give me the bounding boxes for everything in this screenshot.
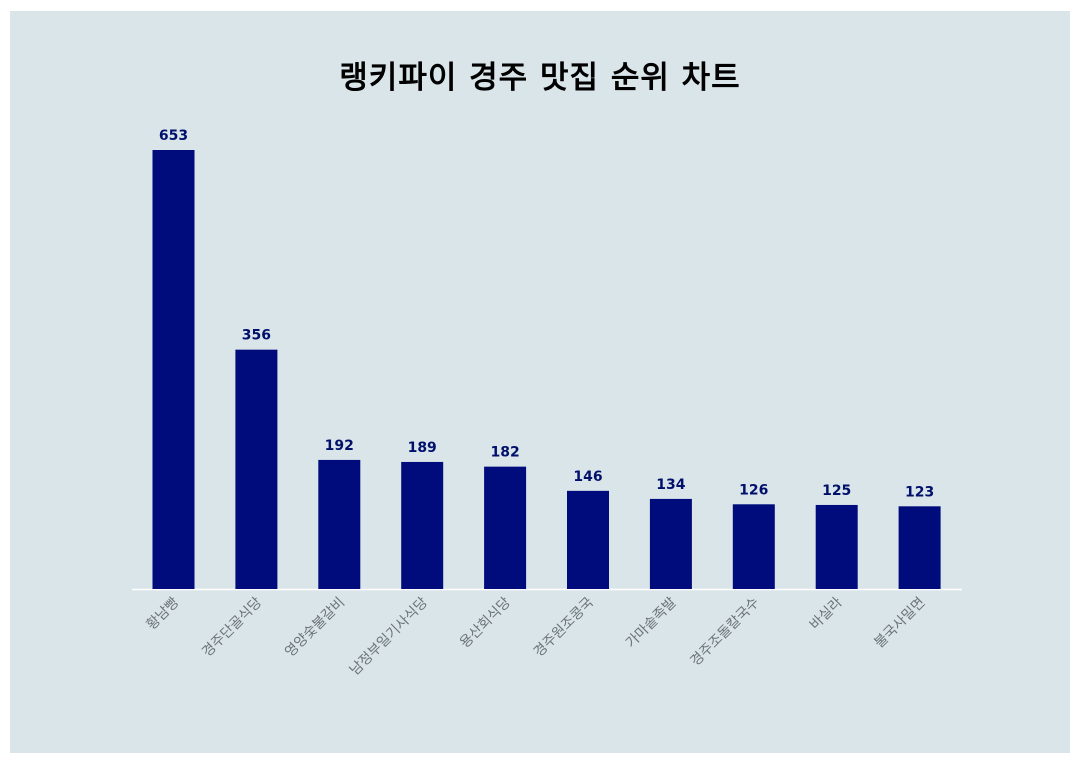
bar (152, 150, 195, 589)
bar-value-label: 125 (822, 483, 851, 499)
x-tick-label: 황남빵 (144, 594, 183, 633)
bar-value-label: 356 (242, 328, 271, 344)
x-tick-label: 경주단골식당 (199, 594, 265, 660)
bar-value-label: 182 (490, 445, 519, 461)
bar-value-label: 192 (325, 438, 354, 454)
value-labels-group: 653 356 192 189 182 146 134 126 125 123 (159, 128, 934, 500)
x-tick-label: 불국사밀면 (872, 595, 929, 652)
chart-title: 랭키파이 경주 맛집 순위 차트 (339, 60, 741, 96)
bar (235, 349, 278, 589)
bar (649, 498, 692, 589)
x-tick-label: 영양숯불갈비 (282, 595, 348, 661)
bar (484, 466, 527, 589)
x-tick-label: 가마솥족발 (623, 594, 680, 651)
bars-group (152, 150, 941, 589)
bar (567, 490, 609, 589)
bar-value-label: 123 (905, 484, 934, 500)
bar (318, 459, 361, 589)
x-tick-label: 경주조돌칼국수 (688, 594, 763, 669)
bar-value-label: 653 (159, 128, 188, 144)
bar (732, 504, 775, 589)
bar-value-label: 126 (739, 482, 768, 498)
bar (815, 504, 858, 589)
bar-value-label: 146 (573, 469, 602, 485)
bar-value-label: 134 (656, 477, 685, 493)
x-tick-label: 바실라 (807, 594, 846, 633)
x-tick-label: 남정부일기사식당 (347, 594, 431, 678)
bar (401, 461, 444, 589)
bar-value-label: 189 (408, 440, 437, 456)
x-tick-label: 용산회식당 (457, 594, 514, 651)
x-tick-label: 경주원조콩국 (531, 594, 597, 660)
bar (898, 506, 941, 589)
